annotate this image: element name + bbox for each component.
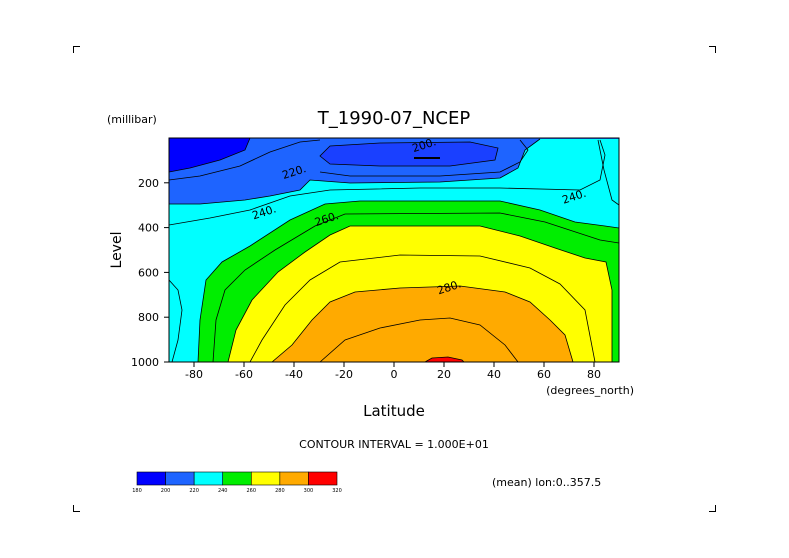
chart-title: T_1990-07_NCEP: [317, 108, 471, 129]
contour-210: [169, 139, 529, 181]
colorbar-level-label: 300: [304, 488, 314, 494]
colorbar-swatch: [136, 471, 166, 486]
colorbar-swatch: [165, 471, 195, 486]
contour-lines: [169, 138, 619, 362]
mean-note: (mean) lon:0..357.5: [492, 476, 601, 489]
y-units-label: (millibar): [107, 113, 157, 126]
y-axis: 200 400 600 800 1000: [131, 177, 169, 369]
contour-300: [424, 356, 465, 362]
y-tick-label: 400: [138, 222, 159, 235]
colorbar-swatch: [222, 471, 252, 486]
colorbar-swatch: [193, 471, 224, 486]
y-tick-label: 600: [138, 266, 159, 279]
x-axis: -80 -60 -40 -20 0 20 40 60 80: [185, 362, 601, 381]
contour-270: [249, 254, 596, 362]
corner-mark-bottom-right: [709, 505, 716, 512]
contour-250: [212, 212, 619, 362]
contour-230: [169, 139, 606, 226]
contour-260: [227, 225, 613, 362]
colorbar-level-label: 240: [218, 488, 228, 494]
colorbar-level-label: 280: [275, 488, 285, 494]
y-tick-label: 800: [138, 311, 159, 324]
x-tick-label: 40: [487, 368, 501, 381]
corner-mark-top-left: [73, 46, 80, 53]
x-axis-title: Latitude: [363, 402, 425, 420]
band-deep-blue-tropics: [320, 142, 498, 166]
y-tick-label: 1000: [131, 356, 159, 369]
contour-200-tropics: [319, 141, 499, 167]
contour-280: [271, 285, 574, 362]
colorbar-level-label: 180: [132, 488, 142, 494]
colorbar-level-label: 220: [189, 488, 199, 494]
x-tick-label: -60: [235, 368, 253, 381]
corner-mark-top-right: [709, 46, 716, 53]
colorbar-level-label: 260: [247, 488, 257, 494]
colorbar-level-label: 200: [161, 488, 171, 494]
x-tick-label: 60: [537, 368, 551, 381]
filled-contours: [169, 138, 619, 362]
contour-220: [169, 138, 541, 205]
x-tick-label: 80: [587, 368, 601, 381]
contour-cyan-right-edge: [597, 139, 619, 206]
contour-240: [197, 200, 619, 362]
y-axis-title: Level: [109, 232, 125, 269]
band-blue: [169, 138, 619, 204]
x-tick-label: -80: [185, 368, 203, 381]
colorbar: 180 200 220 240 260 280 300 320: [132, 471, 342, 494]
contour-interval-text: CONTOUR INTERVAL = 1.000E+01: [299, 438, 489, 451]
x-tick-label: 20: [437, 368, 451, 381]
colorbar-swatch: [308, 471, 338, 486]
y-tick-label: 200: [138, 177, 159, 190]
band-orange: [272, 286, 573, 362]
x-units-label: (degrees_north): [546, 384, 634, 397]
contour-290: [319, 317, 519, 362]
contour-cyan-left-edge: [169, 279, 183, 362]
colorbar-level-label: 320: [332, 488, 342, 494]
contour-200-south: [169, 138, 251, 173]
x-tick-label: 0: [391, 368, 398, 381]
x-tick-label: -20: [335, 368, 353, 381]
colorbar-swatch: [250, 471, 281, 486]
band-red: [425, 357, 464, 362]
corner-mark-bottom-left: [73, 505, 80, 512]
x-tick-label: -40: [285, 368, 303, 381]
colorbar-swatch: [279, 471, 309, 486]
contour-labels: 200.220.240.240. 260.280.: [250, 135, 587, 297]
band-deep-blue-south: [169, 138, 250, 172]
